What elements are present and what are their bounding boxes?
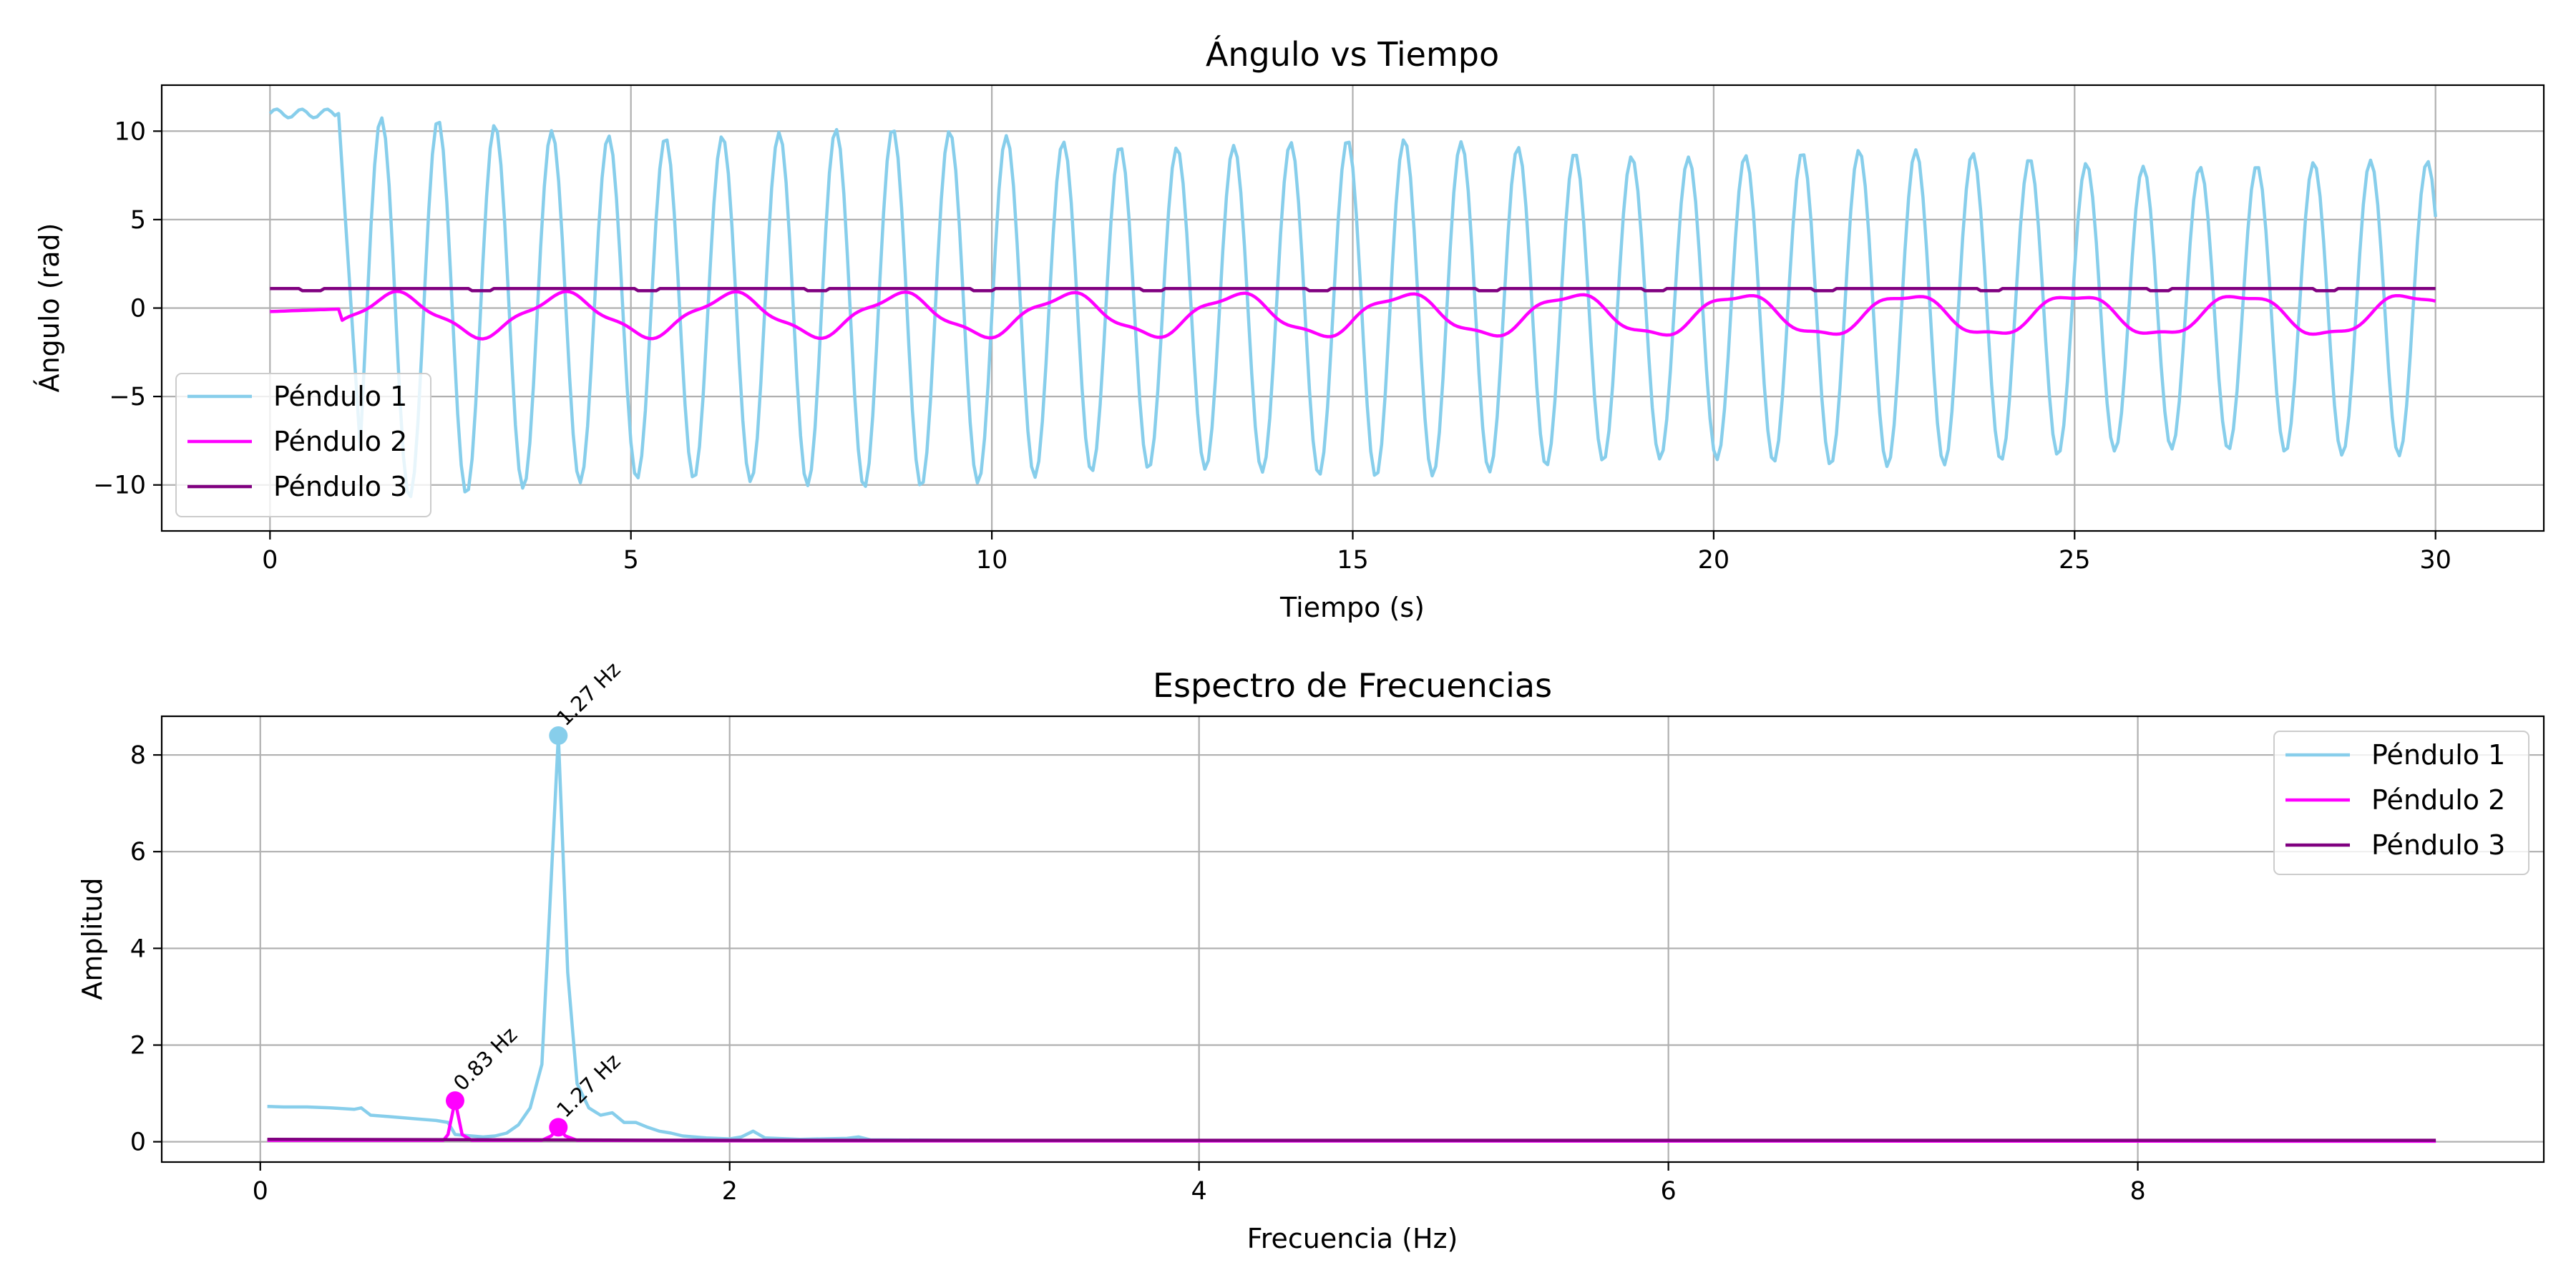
time-plot-ytick-label: 10 — [114, 117, 146, 146]
spectrum-plot-title: Espectro de Frecuencias — [1153, 666, 1552, 705]
spectrum-plot-ytick-label: 2 — [130, 1031, 146, 1060]
series-line-pendulo-3 — [270, 287, 2436, 293]
spectrum-plot-ylabel: Amplitud — [77, 877, 108, 1000]
legend-label-pendulo-3: Péndulo 3 — [2371, 829, 2505, 861]
spectrum-plot-ytick-label: 6 — [130, 838, 146, 867]
series-line-pendulo-3 — [267, 1137, 2436, 1142]
spectrum-plot-ytick-label: 0 — [130, 1128, 146, 1157]
spectrum-plot-xtick-label: 2 — [722, 1177, 738, 1206]
spectrum-plot-frame — [160, 715, 2545, 1163]
legend-label-pendulo-1: Péndulo 1 — [273, 381, 407, 412]
time-plot-ylabel: Ángulo (rad) — [34, 223, 65, 393]
peak-marker — [549, 726, 568, 746]
spectrum-plot-legend-box — [2273, 731, 2529, 875]
spectrum-plot-xtick-label: 0 — [253, 1177, 268, 1206]
time-plot-title: Ángulo vs Tiempo — [1206, 35, 1499, 74]
legend-label-pendulo-3: Péndulo 3 — [273, 471, 407, 502]
spectrum-plot-ytick-label: 8 — [130, 741, 146, 770]
spectrum-plot-xlabel: Frecuencia (Hz) — [1247, 1223, 1458, 1254]
time-plot-ytick-label: 5 — [130, 206, 146, 235]
time-plot-series — [268, 107, 2437, 499]
time-plot-ytick-label: −5 — [109, 383, 146, 411]
time-plot-legend: Péndulo 1 Péndulo 2 Péndulo 3 — [175, 373, 431, 517]
spectrum-plot-xtick-label: 8 — [2129, 1177, 2145, 1206]
time-plot-ticks: 0 5 10 15 20 25 30 −10 −5 0 5 10 — [93, 117, 2451, 575]
time-plot-ytick-label: −10 — [93, 472, 146, 500]
time-plot-xtick-label: 20 — [1698, 546, 1730, 575]
series-line-pendulo-1 — [268, 107, 2437, 499]
legend-label-pendulo-2: Péndulo 2 — [2371, 784, 2505, 816]
peak-marker — [549, 1118, 568, 1137]
time-plot-xtick-label: 15 — [1337, 546, 1369, 575]
time-plot: 0 5 10 15 20 25 30 −10 −5 0 5 10 Ángulo vs Tiempo T… — [34, 35, 2545, 623]
time-plot-xtick-label: 30 — [2419, 546, 2451, 575]
time-plot-grid — [162, 85, 2544, 531]
spectrum-plot-ytick-label: 4 — [130, 935, 146, 963]
time-plot-xtick-label: 25 — [2059, 546, 2091, 575]
time-plot-xtick-label: 0 — [262, 546, 278, 575]
spectrum-plot-legend: Péndulo 1 Péndulo 2 Péndulo 3 — [2273, 731, 2529, 875]
time-plot-xtick-label: 10 — [976, 546, 1008, 575]
spectrum-plot-xtick-label: 6 — [1660, 1177, 1676, 1206]
spectrum-plot-ticks: 0 2 4 6 8 0 2 4 6 8 — [130, 741, 2146, 1206]
time-plot-xlabel: Tiempo (s) — [1279, 592, 1425, 623]
spectrum-plot-xtick-label: 4 — [1191, 1177, 1207, 1206]
time-plot-xtick-label: 5 — [623, 546, 639, 575]
legend-label-pendulo-1: Péndulo 1 — [2371, 739, 2505, 771]
series-line-pendulo-2 — [270, 289, 2436, 341]
legend-label-pendulo-2: Péndulo 2 — [273, 426, 407, 457]
peak-marker — [445, 1091, 464, 1111]
time-plot-ytick-label: 0 — [130, 295, 146, 323]
time-plot-legend-box — [175, 373, 431, 517]
